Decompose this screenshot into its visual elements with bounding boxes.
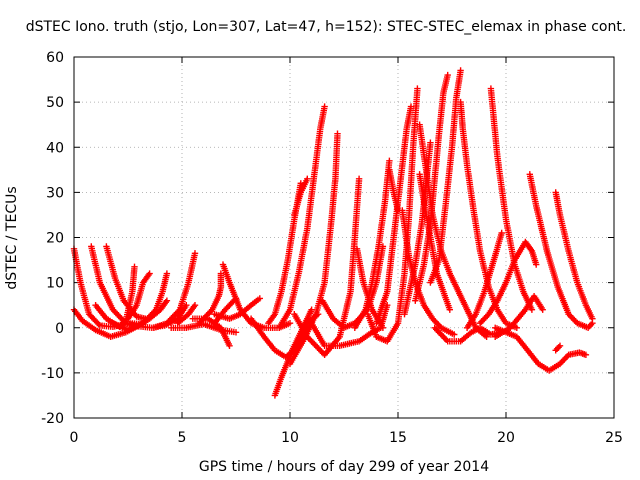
data-point-series xyxy=(286,130,341,368)
data-point-series xyxy=(211,295,263,322)
y-tick-label: 0 xyxy=(55,321,64,337)
data-point-series xyxy=(196,270,225,327)
grid-lines xyxy=(74,57,614,418)
y-tick-label: 60 xyxy=(46,50,64,66)
x-tick-label: 10 xyxy=(281,430,299,446)
data-point-series xyxy=(427,67,464,286)
data-point-series xyxy=(124,270,153,322)
data-point-series xyxy=(291,175,311,219)
x-tick-label: 5 xyxy=(178,430,187,446)
y-tick-label: 50 xyxy=(46,95,64,111)
data-point-series xyxy=(463,229,505,331)
x-tick-label: 15 xyxy=(389,430,407,446)
plot-frame xyxy=(73,56,615,419)
data-point-series xyxy=(150,250,199,331)
data-point-series xyxy=(492,324,590,374)
data-point-series xyxy=(457,98,520,331)
y-tick-label: -10 xyxy=(41,366,64,382)
data-point-series xyxy=(174,302,199,327)
data-points xyxy=(70,67,596,399)
y-tick-label: -20 xyxy=(41,411,64,427)
data-point-series xyxy=(526,171,596,331)
x-axis-label: GPS time / hours of day 299 of year 2014 xyxy=(199,459,489,475)
y-tick-label: 40 xyxy=(46,140,64,156)
x-tick-label: 25 xyxy=(605,430,623,446)
y-axis-label: dSTEC / TECUs xyxy=(4,186,20,289)
x-tick-label: 0 xyxy=(70,430,79,446)
y-tick-label: 20 xyxy=(46,231,64,247)
data-point-series xyxy=(291,175,363,358)
data-point-series xyxy=(476,238,540,327)
data-point-series xyxy=(351,157,393,331)
y-tick-label: 10 xyxy=(46,276,64,292)
axis-ticks: 0 5 10 15 20 25 -20 -10 0 10 20 30 40 50 60 xyxy=(41,50,623,446)
y-tick-label: 30 xyxy=(46,185,64,201)
data-point-series xyxy=(552,342,564,354)
data-point-series xyxy=(109,270,171,334)
x-tick-label: 20 xyxy=(497,430,515,446)
data-point-series xyxy=(487,85,536,313)
chart-title: dSTEC Iono. truth (stjo, Lon=307, Lat=47… xyxy=(26,19,627,35)
data-point-series xyxy=(552,189,596,322)
data-point-series xyxy=(386,166,402,214)
data-point-series xyxy=(276,103,328,331)
